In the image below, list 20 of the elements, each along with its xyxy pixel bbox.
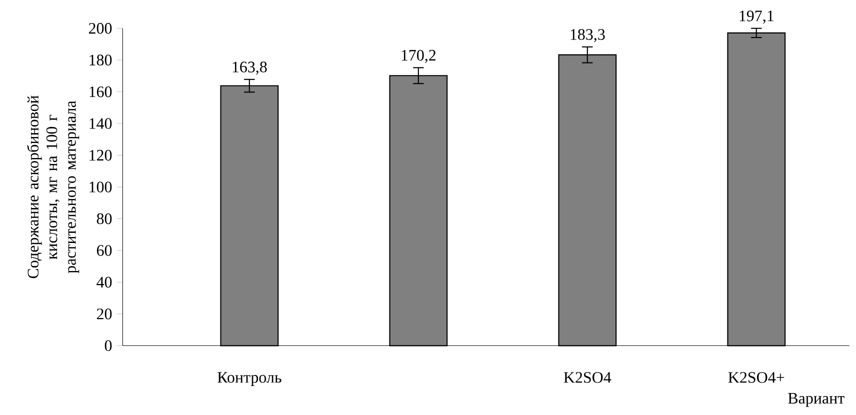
data-label: 197,1 <box>740 10 774 24</box>
y-tick-label: 80 <box>96 213 112 224</box>
y-tick-label: 200 <box>88 22 112 34</box>
y-tick-label: 140 <box>90 118 112 129</box>
y-tick-label: 0 <box>104 340 112 352</box>
y-tick-label: 160 <box>90 86 112 98</box>
x-tick-label: Контроль <box>218 372 282 386</box>
x-tick-label: K2SO4+ <box>728 372 784 383</box>
y-tick-label: 40 <box>96 276 112 288</box>
data-label: 163,8 <box>232 62 267 75</box>
data-label: 183,3 <box>570 29 605 42</box>
y-axis-title: Содержание аскорбиновой кислоты, мг на 100 г растительного материала <box>26 96 80 278</box>
data-label: 170,2 <box>402 50 436 63</box>
y-tick-label: 120 <box>90 150 112 161</box>
y-tick-label: 100 <box>90 182 112 192</box>
x-tick-label: K2SO4 <box>564 372 612 383</box>
y-tick-label: 180 <box>90 54 112 66</box>
y-tick-label: 60 <box>96 245 112 256</box>
x-axis-title: Вариант <box>788 393 844 407</box>
y-tick-label: 20 <box>96 308 112 320</box>
